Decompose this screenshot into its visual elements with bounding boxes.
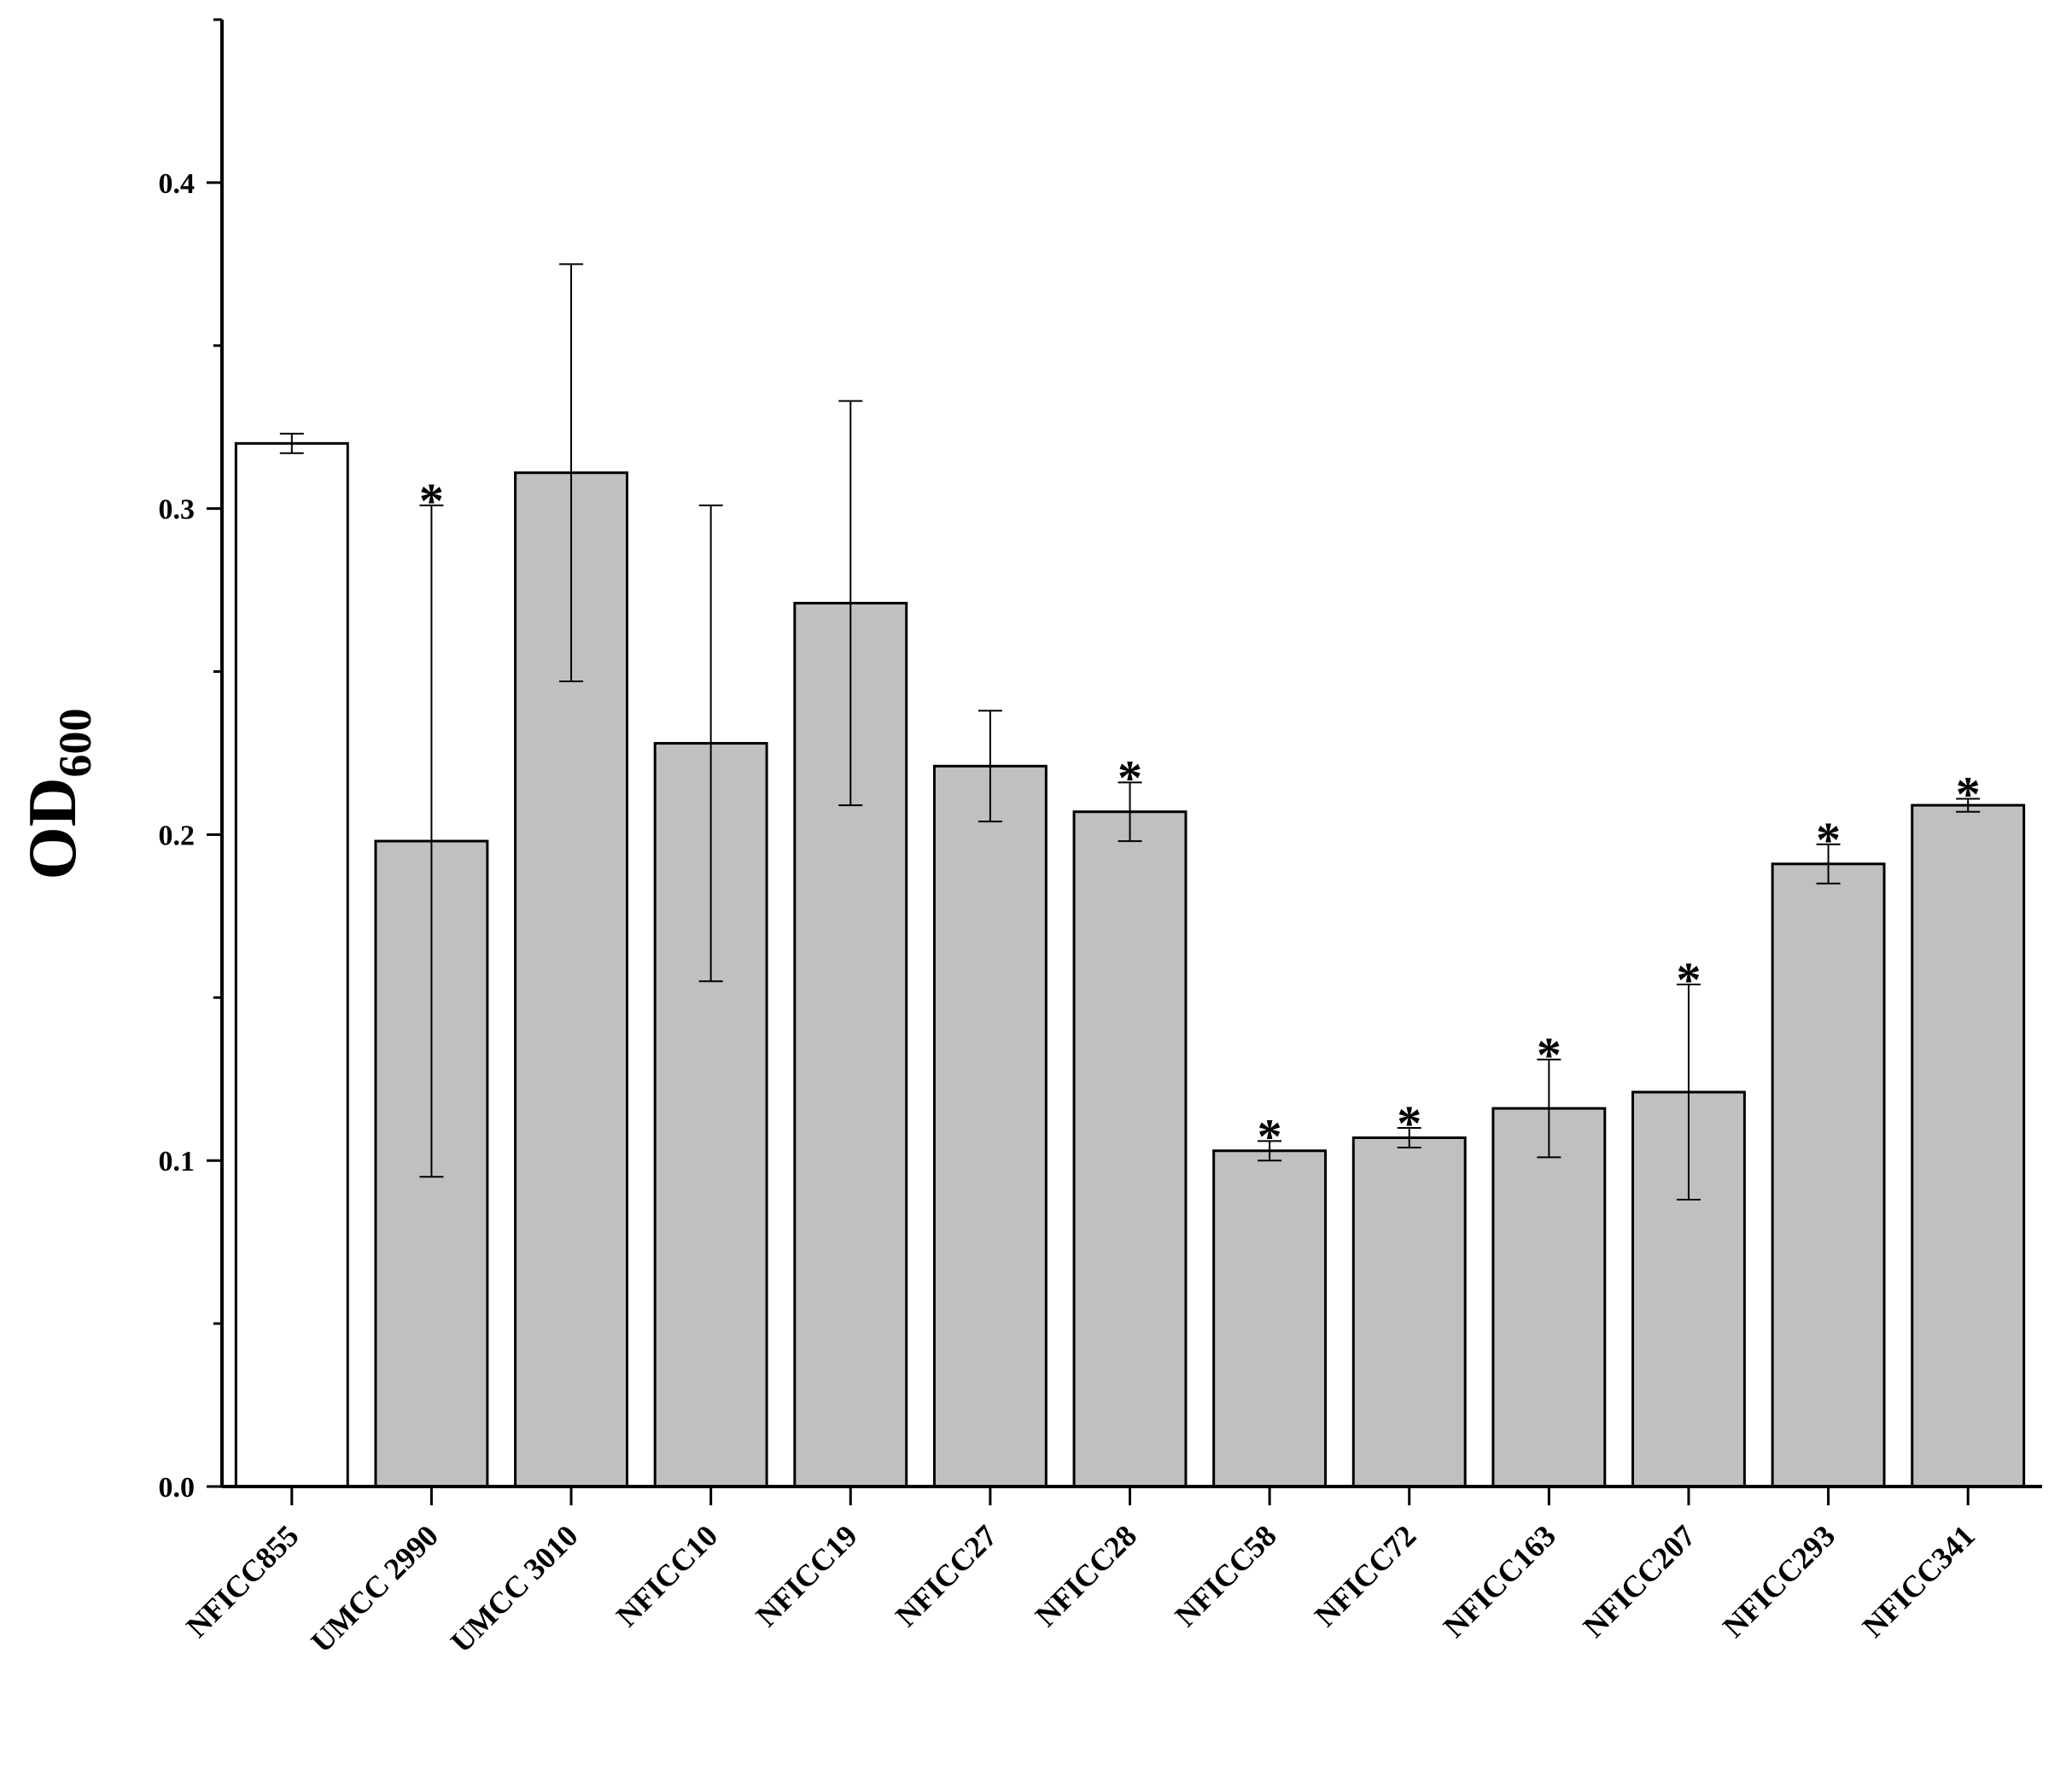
y-tick-label: 0.4	[159, 168, 196, 200]
significance-mark: *	[1118, 750, 1142, 805]
x-tick-label: UMCC 2990	[304, 1518, 445, 1659]
x-tick-label: NFICC163	[1437, 1518, 1562, 1644]
significance-mark: *	[1676, 952, 1701, 1008]
x-tick-label: NFICC855	[179, 1518, 305, 1644]
y-tick-label: 0.3	[159, 494, 196, 526]
y-tick-label: 0.1	[159, 1146, 196, 1177]
bar	[1491, 1107, 1607, 1488]
bar	[1911, 803, 2026, 1488]
significance-mark: *	[1956, 766, 1981, 821]
significance-mark: *	[419, 473, 444, 529]
x-tick-label: NFICC293	[1716, 1518, 1841, 1644]
bar	[1771, 862, 1886, 1488]
x-tick-label: NFICC207	[1577, 1518, 1702, 1644]
significance-mark: *	[1397, 1095, 1421, 1151]
significance-mark: *	[1816, 812, 1841, 867]
x-tick-label: NFICC27	[889, 1518, 1003, 1633]
x-tick-label: NFICC341	[1856, 1518, 1982, 1644]
bar	[932, 764, 1048, 1488]
x-tick-label: UMCC 3010	[444, 1518, 585, 1659]
x-tick-label: NFICC58	[1168, 1518, 1282, 1633]
significance-mark: *	[1258, 1108, 1282, 1164]
x-tick-label: NFICC72	[1308, 1518, 1422, 1633]
bar	[1212, 1149, 1328, 1488]
significance-mark: *	[1537, 1027, 1561, 1083]
y-axis-label: OD600	[15, 709, 101, 880]
x-tick-label: NFICC10	[610, 1518, 724, 1633]
y-label-subscript: 600	[50, 709, 101, 778]
x-tick-label: NFICC19	[750, 1518, 864, 1633]
bar	[1351, 1136, 1467, 1488]
y-label-main: OD	[15, 778, 90, 880]
y-tick-label: 0.2	[159, 820, 196, 851]
x-tick-label: NFICC28	[1029, 1518, 1143, 1633]
bar	[1072, 810, 1188, 1488]
bar	[234, 441, 349, 1488]
y-tick-label: 0.0	[159, 1472, 196, 1504]
